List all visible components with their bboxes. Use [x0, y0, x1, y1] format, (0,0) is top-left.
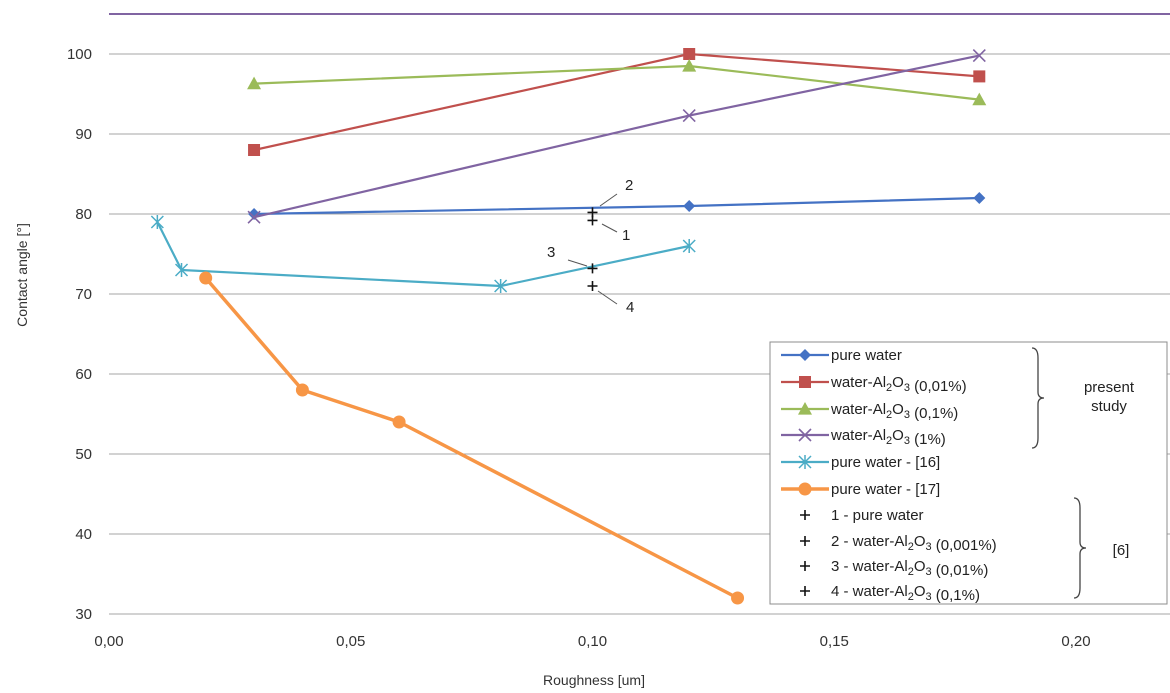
data-point-marker	[247, 210, 261, 224]
legend-box	[769, 341, 1168, 605]
point-annotations: 1 2 3 4	[547, 177, 634, 316]
legend-swatch-marker	[799, 376, 811, 388]
data-point-marker	[199, 271, 213, 285]
legend-swatch-marker	[799, 349, 811, 361]
point-label: 2	[625, 177, 633, 194]
data-point-marker	[972, 92, 987, 106]
data-series	[150, 48, 987, 605]
data-point-marker	[682, 239, 696, 253]
data-point-marker	[682, 109, 696, 123]
legend-item: pure water - [17]	[781, 481, 940, 498]
legend-item: 4 - water-Al2O3 (0,1%)	[800, 583, 980, 604]
legend-swatch-marker	[798, 455, 812, 469]
data-point-marker	[587, 281, 598, 291]
x-tick-label: 0,00	[94, 633, 123, 650]
x-tick-label: 0,15	[820, 633, 849, 650]
series-4	[150, 215, 696, 293]
data-point-marker	[683, 200, 696, 212]
series-line	[254, 196, 980, 216]
legend-brace	[1073, 497, 1087, 599]
data-point-marker	[973, 70, 986, 83]
legend-item: water-Al2O3 (1%)	[781, 427, 946, 448]
legend-group-label: study	[1091, 398, 1127, 415]
annotation-leader	[597, 290, 618, 305]
y-tick-label: 30	[75, 606, 92, 623]
series-3	[247, 49, 986, 224]
series-1	[248, 48, 986, 156]
legend-swatch-marker	[800, 561, 810, 571]
series-7	[587, 207, 598, 218]
y-tick-labels: 30 40 50 60 70 80 90 100	[67, 46, 92, 623]
x-tick-label: 0,10	[578, 633, 607, 650]
point-label: 1	[622, 227, 630, 244]
y-tick-label: 50	[75, 446, 92, 463]
data-point-marker	[682, 59, 697, 72]
y-tick-label: 90	[75, 126, 92, 143]
data-point-marker	[972, 49, 986, 63]
data-point-marker	[295, 383, 309, 397]
series-8	[587, 263, 598, 274]
chart-legend: pure water water-Al2O3 (0,01%) water-Al2O3…	[769, 341, 1168, 605]
data-point-marker	[587, 263, 598, 274]
y-tick-label: 100	[67, 46, 92, 63]
x-axis-title: Roughness [um]	[543, 672, 645, 688]
legend-label: 2 - water-Al2O3 (0,001%)	[831, 533, 997, 554]
annotation-leader	[599, 193, 618, 207]
legend-swatch-marker	[798, 428, 812, 442]
data-point-marker	[247, 76, 262, 90]
series-5	[199, 271, 745, 605]
data-point-marker	[150, 215, 164, 229]
legend-label: pure water	[831, 347, 902, 364]
legend-label: pure water - [17]	[831, 481, 940, 498]
legend-item: water-Al2O3 (0,01%)	[781, 374, 967, 395]
legend-swatch-marker	[800, 586, 810, 596]
annotation-leader	[601, 223, 618, 233]
data-point-marker	[494, 279, 508, 293]
legend-item: 3 - water-Al2O3 (0,01%)	[800, 558, 988, 579]
legend-swatch-marker	[800, 510, 810, 520]
legend-group-label: [6]	[1113, 542, 1130, 559]
y-tick-label: 80	[75, 206, 92, 223]
legend-label: water-Al2O3 (1%)	[830, 427, 946, 448]
point-label: 3	[547, 244, 555, 261]
data-point-marker	[683, 48, 696, 60]
y-tick-label: 60	[75, 366, 92, 383]
legend-item: water-Al2O3 (0,1%)	[781, 401, 958, 422]
legend-item: pure water - [16]	[781, 454, 940, 471]
data-point-marker	[392, 415, 406, 429]
legend-label: 3 - water-Al2O3 (0,01%)	[831, 558, 988, 579]
series-9	[587, 281, 598, 291]
y-tick-label: 40	[75, 526, 92, 543]
legend-label: pure water - [16]	[831, 454, 940, 471]
x-tick-label: 0,20	[1061, 633, 1090, 650]
legend-swatch-marker	[798, 482, 812, 496]
legend-brace	[1031, 347, 1045, 449]
legend-swatch-marker	[798, 402, 812, 415]
series-line	[204, 276, 739, 600]
y-tick-label: 70	[75, 286, 92, 303]
point-label: 4	[626, 299, 634, 316]
series-0	[248, 192, 986, 220]
x-tick-label: 0,05	[336, 633, 365, 650]
legend-label: water-Al2O3 (0,1%)	[830, 401, 958, 422]
legend-item: 1 - pure water	[800, 507, 924, 524]
legend-label: 1 - pure water	[831, 507, 924, 524]
x-tick-labels: 0,00 0,05 0,10 0,15 0,20	[94, 633, 1090, 650]
legend-item: pure water	[781, 347, 902, 364]
y-axis-title: Contact angle [°]	[14, 223, 30, 327]
legend-swatch-marker	[800, 536, 810, 546]
legend-label: water-Al2O3 (0,01%)	[830, 374, 967, 395]
annotation-leader	[567, 259, 588, 267]
series-line	[156, 221, 690, 288]
data-point-marker	[174, 263, 189, 277]
legend-label: 4 - water-Al2O3 (0,1%)	[831, 583, 980, 604]
data-point-marker	[731, 591, 745, 605]
legend-item: 2 - water-Al2O3 (0,001%)	[800, 533, 997, 554]
series-2	[247, 59, 987, 106]
legend-group-label: present	[1084, 379, 1135, 396]
data-point-marker	[587, 207, 598, 218]
data-point-marker	[248, 144, 261, 156]
data-point-marker	[973, 192, 986, 204]
